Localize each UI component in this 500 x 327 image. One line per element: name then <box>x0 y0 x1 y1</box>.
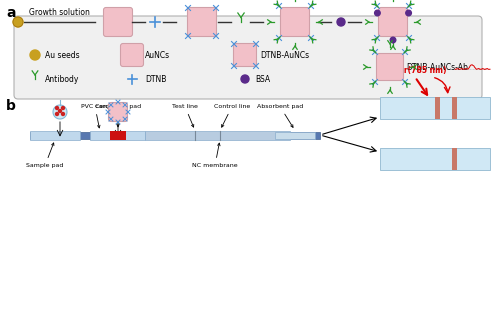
Bar <box>145 130 290 140</box>
Circle shape <box>56 107 58 110</box>
Circle shape <box>58 110 61 112</box>
Text: BSA: BSA <box>255 75 270 83</box>
Circle shape <box>390 37 396 43</box>
Circle shape <box>13 17 23 27</box>
Text: Control line: Control line <box>214 104 250 127</box>
Text: Growth solution: Growth solution <box>28 8 90 17</box>
FancyBboxPatch shape <box>280 8 310 37</box>
Text: NC membrane: NC membrane <box>192 143 238 168</box>
Circle shape <box>241 75 249 83</box>
Bar <box>275 131 315 139</box>
Circle shape <box>374 10 380 16</box>
Bar <box>30 130 80 140</box>
Bar <box>110 130 126 140</box>
Circle shape <box>56 112 58 115</box>
FancyBboxPatch shape <box>14 16 482 99</box>
Text: AuNCs: AuNCs <box>145 50 170 60</box>
Text: Positive: Positive <box>385 154 412 169</box>
Bar <box>452 97 457 119</box>
Circle shape <box>62 107 64 110</box>
Bar <box>452 148 457 170</box>
FancyBboxPatch shape <box>378 8 408 37</box>
Bar <box>30 131 320 139</box>
FancyBboxPatch shape <box>108 102 128 122</box>
FancyBboxPatch shape <box>188 8 216 37</box>
Text: Conjugate pad: Conjugate pad <box>95 104 141 127</box>
Circle shape <box>62 112 64 115</box>
FancyBboxPatch shape <box>234 43 256 66</box>
Text: DTNB-AuNCs-Ab: DTNB-AuNCs-Ab <box>406 62 468 72</box>
Text: PVC card: PVC card <box>81 104 109 128</box>
Bar <box>380 97 490 119</box>
Bar <box>380 148 490 170</box>
FancyBboxPatch shape <box>104 8 132 37</box>
Bar <box>90 130 145 140</box>
Circle shape <box>30 50 40 60</box>
Text: Sample pad: Sample pad <box>26 143 64 168</box>
Text: Absorbent pad: Absorbent pad <box>257 104 303 127</box>
Text: a: a <box>6 6 16 20</box>
Text: Antibody: Antibody <box>45 75 80 83</box>
Text: DTNB-AuNCs: DTNB-AuNCs <box>260 50 309 60</box>
Bar <box>435 97 440 119</box>
Text: Negative: Negative <box>385 99 416 115</box>
Text: Laser(785 nm): Laser(785 nm) <box>384 66 446 75</box>
Circle shape <box>337 18 345 26</box>
Text: Au seeds: Au seeds <box>45 50 80 60</box>
FancyBboxPatch shape <box>120 43 144 66</box>
Polygon shape <box>53 105 67 119</box>
FancyBboxPatch shape <box>376 54 404 80</box>
Text: b: b <box>6 99 16 113</box>
Text: DTNB: DTNB <box>145 75 167 83</box>
Text: Test line: Test line <box>172 104 198 127</box>
Circle shape <box>406 10 411 16</box>
